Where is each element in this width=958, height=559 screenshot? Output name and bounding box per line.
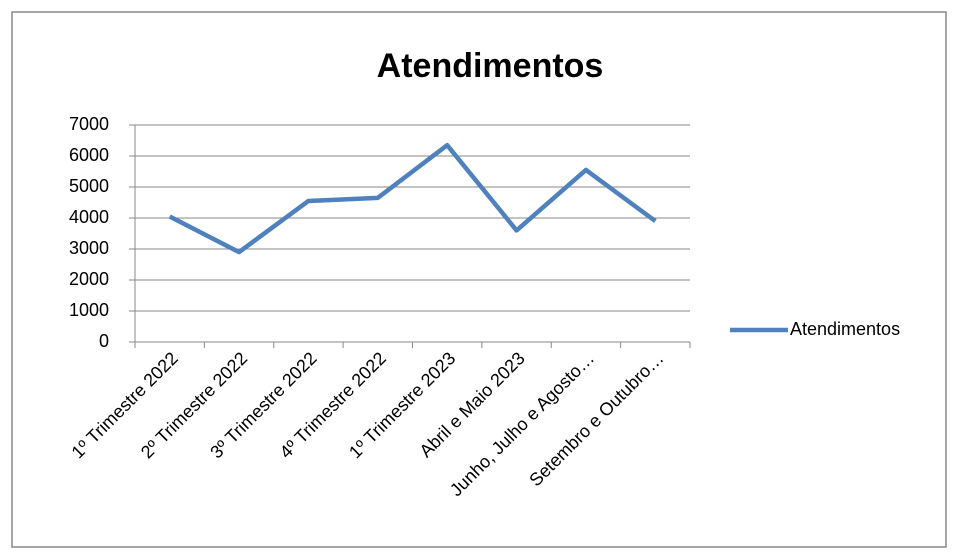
y-tick-label: 6000 (69, 145, 109, 165)
y-tick-label: 7000 (69, 114, 109, 134)
y-tick-label: 0 (99, 331, 109, 351)
y-tick-label: 4000 (69, 207, 109, 227)
series-line (168, 142, 657, 255)
y-tick-label: 5000 (69, 176, 109, 196)
legend-label: Atendimentos (790, 319, 900, 339)
chart-title: Atendimentos (377, 47, 604, 85)
y-tick-label: 1000 (69, 300, 109, 320)
y-tick-label: 2000 (69, 269, 109, 289)
y-tick-label: 3000 (69, 238, 109, 258)
